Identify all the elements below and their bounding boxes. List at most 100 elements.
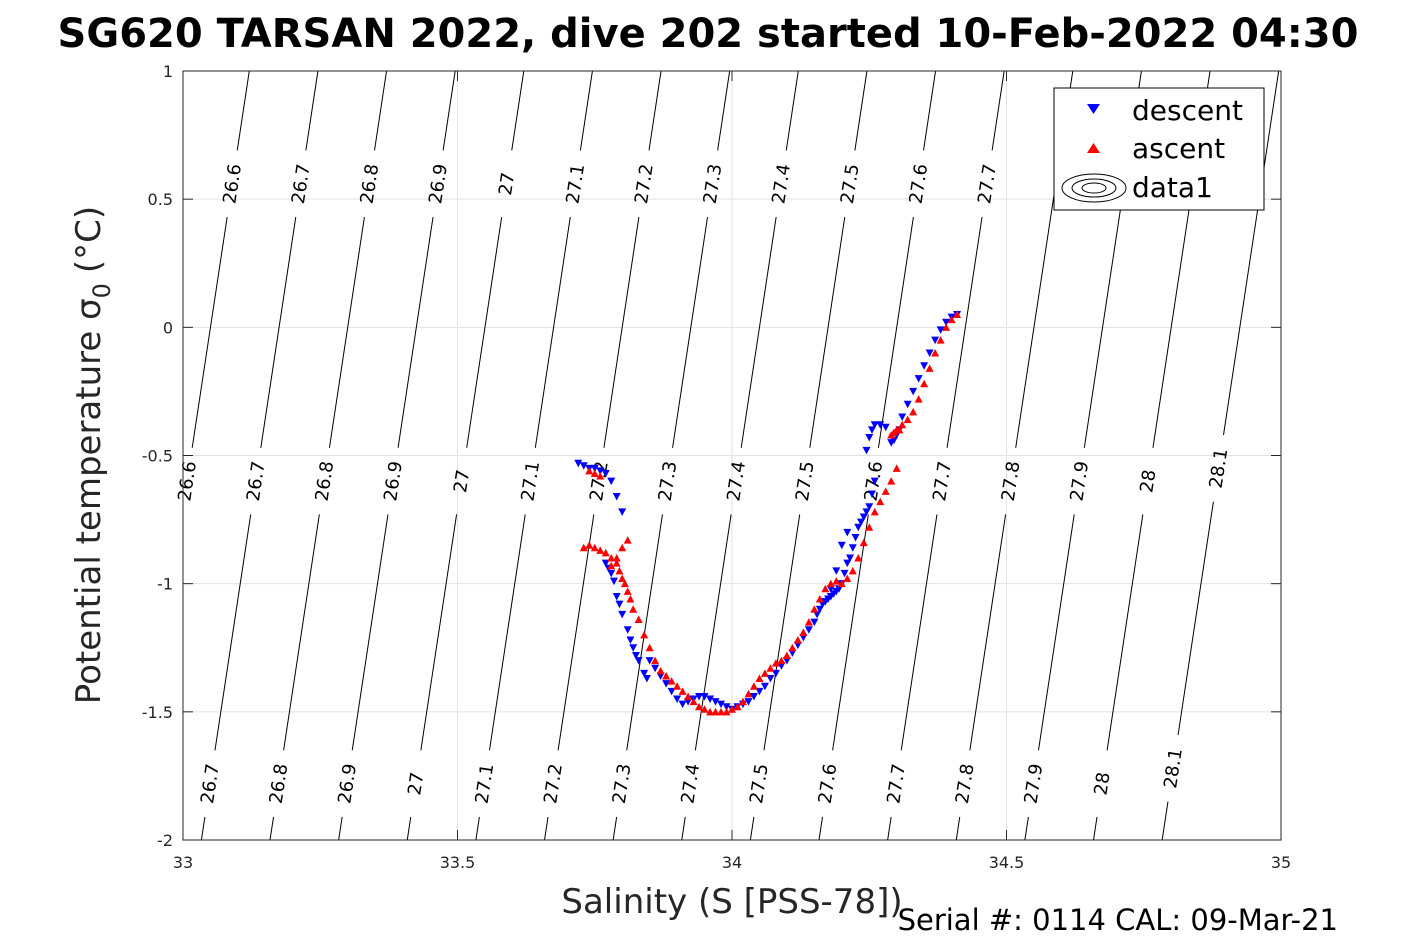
ascent-point (815, 595, 824, 603)
ascent-point (881, 487, 890, 495)
contour-line (283, 514, 320, 751)
descent-point (618, 508, 627, 516)
legend-ascent-label: ascent (1132, 132, 1225, 165)
y-axis-label-unit: (°C) (69, 206, 109, 273)
descent-point (626, 636, 635, 645)
descent-point (925, 349, 934, 357)
ascent-point (931, 348, 940, 357)
contour-line (544, 816, 549, 841)
descent-point (711, 698, 720, 706)
contour-line (1106, 514, 1144, 751)
descent-point (642, 675, 651, 683)
contour-line (740, 217, 777, 448)
contour-line (374, 70, 388, 151)
legend-descent-label: descent (1132, 94, 1243, 127)
contour-line (406, 816, 412, 841)
ascent-point (810, 605, 819, 613)
ascent-point (804, 618, 813, 626)
descent-point (914, 375, 923, 383)
contour-line (475, 816, 480, 841)
contour-line (1037, 514, 1075, 751)
ascent-point (892, 464, 901, 472)
contour-line (648, 70, 662, 151)
y-tick-label: 0.5 (148, 190, 173, 209)
ascent-point (695, 702, 704, 711)
contour-label: 28 (1090, 771, 1114, 797)
ascent-point (684, 692, 693, 700)
ascent-point (651, 656, 660, 665)
descent-point (744, 698, 753, 706)
ascent-point (673, 682, 682, 690)
ascent-point (629, 605, 638, 613)
ascent-point (711, 707, 720, 716)
contour-line (305, 70, 319, 151)
descent-point (574, 459, 583, 468)
ascent-point (865, 523, 874, 531)
ascent-point (848, 566, 857, 575)
ascent-point (612, 559, 621, 567)
descent-point (881, 423, 890, 432)
ascent-point (585, 541, 594, 549)
ascent-point (876, 497, 885, 506)
descent-point (862, 508, 871, 516)
descent-point (867, 426, 876, 434)
descent-point (804, 626, 813, 634)
ascent-point (640, 630, 649, 639)
contour-line (763, 514, 801, 751)
contour-line (900, 514, 938, 751)
ascent-point (788, 643, 797, 652)
ascent-point (706, 707, 715, 716)
descent-point (865, 503, 874, 511)
descent-point (700, 692, 709, 701)
descent-point (766, 675, 775, 683)
contour-line (557, 514, 595, 751)
descent-point (862, 446, 871, 455)
ascent-point (590, 469, 599, 477)
contour-line (603, 217, 640, 448)
ascent-point (771, 659, 780, 667)
descent-point (818, 600, 827, 609)
contour-line (200, 816, 206, 841)
contour-line (694, 514, 732, 751)
descent-point (870, 477, 879, 486)
ascent-point (749, 682, 758, 690)
descent-point (854, 523, 863, 532)
ascent-point (615, 566, 624, 575)
ascent-point (837, 579, 846, 588)
ascent-point (942, 323, 951, 331)
ascent-point (898, 420, 907, 429)
ascent-point (832, 577, 841, 585)
contour-line (397, 217, 434, 448)
ascent-point (645, 643, 654, 652)
descent-point (634, 657, 643, 665)
ascent-point (793, 636, 802, 644)
legend-contour-icon (1061, 173, 1127, 203)
descent-point (760, 682, 769, 691)
contour-line (749, 816, 755, 841)
ascent-series (579, 310, 962, 716)
y-tick-label: -1 (157, 575, 173, 594)
x-tick-label: 33 (173, 853, 193, 872)
ascent-point (634, 615, 643, 624)
descent-point (629, 644, 638, 652)
ascent-point (623, 587, 632, 595)
contour-line (854, 70, 868, 151)
ascent-point (854, 554, 863, 562)
ascent-point (826, 579, 835, 588)
y-axis-ticks: -2 -1.5 -1 -0.5 0 0.5 1 (142, 62, 1281, 850)
contour-line (191, 217, 228, 448)
descent-point (612, 592, 621, 601)
contour-label: 27 (404, 771, 428, 797)
ascent-point (870, 507, 879, 516)
chart-title: SG620 TARSAN 2022, dive 202 started 10-F… (58, 11, 1359, 57)
contour-line (681, 816, 686, 841)
descent-point (903, 400, 912, 409)
contour-line (969, 514, 1007, 751)
descent-point (749, 692, 758, 701)
descent-point (631, 651, 640, 660)
ascent-point (667, 677, 676, 685)
ascent-point (887, 430, 896, 439)
ascent-point (700, 705, 709, 713)
descent-point (673, 695, 682, 704)
descent-point (607, 477, 616, 486)
